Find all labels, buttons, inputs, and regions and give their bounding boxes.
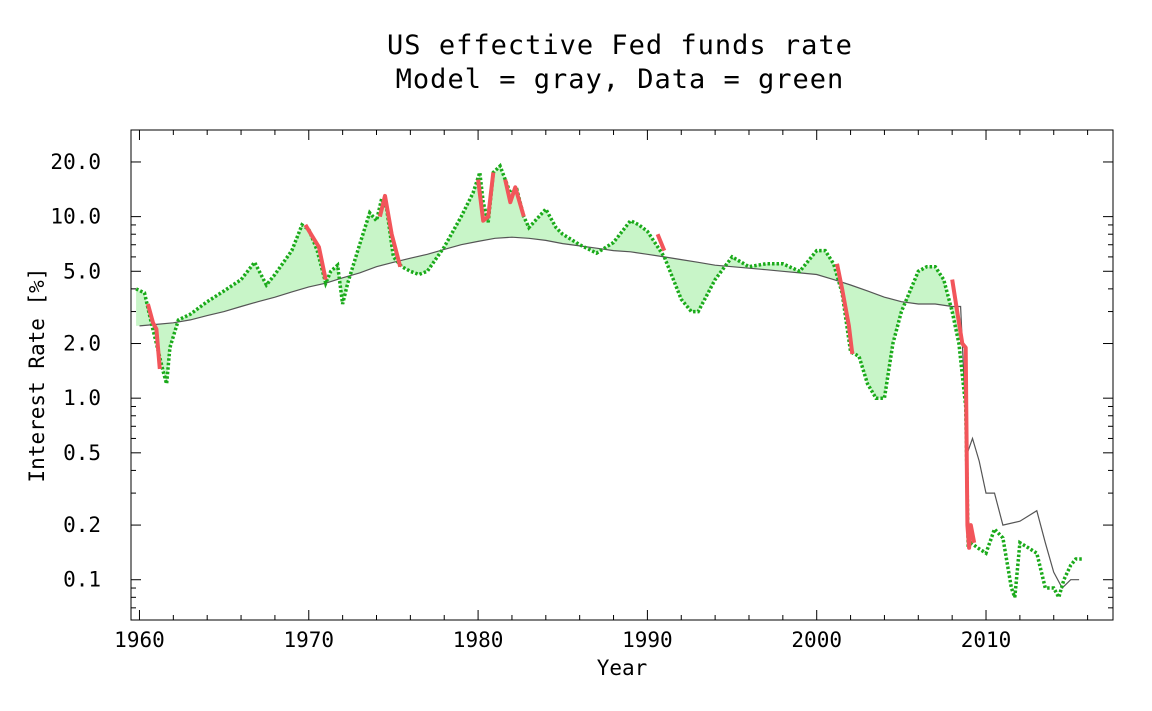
plot-frame [130, 129, 1114, 621]
y-tick-label: 1.0 [63, 386, 101, 410]
data-layer [135, 162, 1083, 602]
y-axis-label: Interest Rate [%] [25, 268, 49, 483]
recession-segment-3 [476, 172, 496, 223]
y-tick-label: 0.2 [63, 513, 101, 537]
frame-layer [130, 129, 1114, 621]
x-tick-label: 1980 [453, 628, 504, 652]
y-tick-label: 2.0 [63, 332, 101, 356]
recession-layer [145, 172, 977, 550]
y-tick-label: 20.0 [50, 150, 101, 174]
recession-segment-0 [145, 303, 162, 370]
fill-layer [136, 166, 959, 399]
y-tick-label: 0.1 [63, 568, 101, 592]
x-tick-label: 1990 [622, 628, 673, 652]
recession-segment-1 [303, 223, 328, 281]
x-tick-label: 1970 [283, 628, 334, 652]
series-data-line [135, 162, 1083, 602]
x-tick-label: 2000 [791, 628, 842, 652]
y-tick-label: 5.0 [63, 259, 101, 283]
data-model-gap-fill [136, 166, 959, 399]
chart-subtitle: Model = gray, Data = green [395, 64, 845, 95]
y-tick-label: 10.0 [50, 205, 101, 229]
recession-segment-6 [835, 263, 855, 355]
x-tick-label: 2010 [961, 628, 1012, 652]
recession-segment-5 [655, 233, 667, 252]
recession-segment-2 [377, 193, 403, 268]
series-model-line [139, 236, 1080, 589]
x-axis-label: Year [597, 656, 648, 680]
y-tick-label: 0.5 [63, 441, 101, 465]
recession-segment-7 [950, 279, 977, 550]
model-layer [139, 236, 1080, 589]
chart-title: US effective Fed funds rate [387, 30, 853, 61]
ticks-layer: 1960 1970 1980 1990 2000 2010 0.1 0.2 0.5 1.0 2.0 5… [50, 129, 1113, 652]
recession-segment-4 [503, 179, 526, 218]
x-tick-label: 1960 [114, 628, 165, 652]
